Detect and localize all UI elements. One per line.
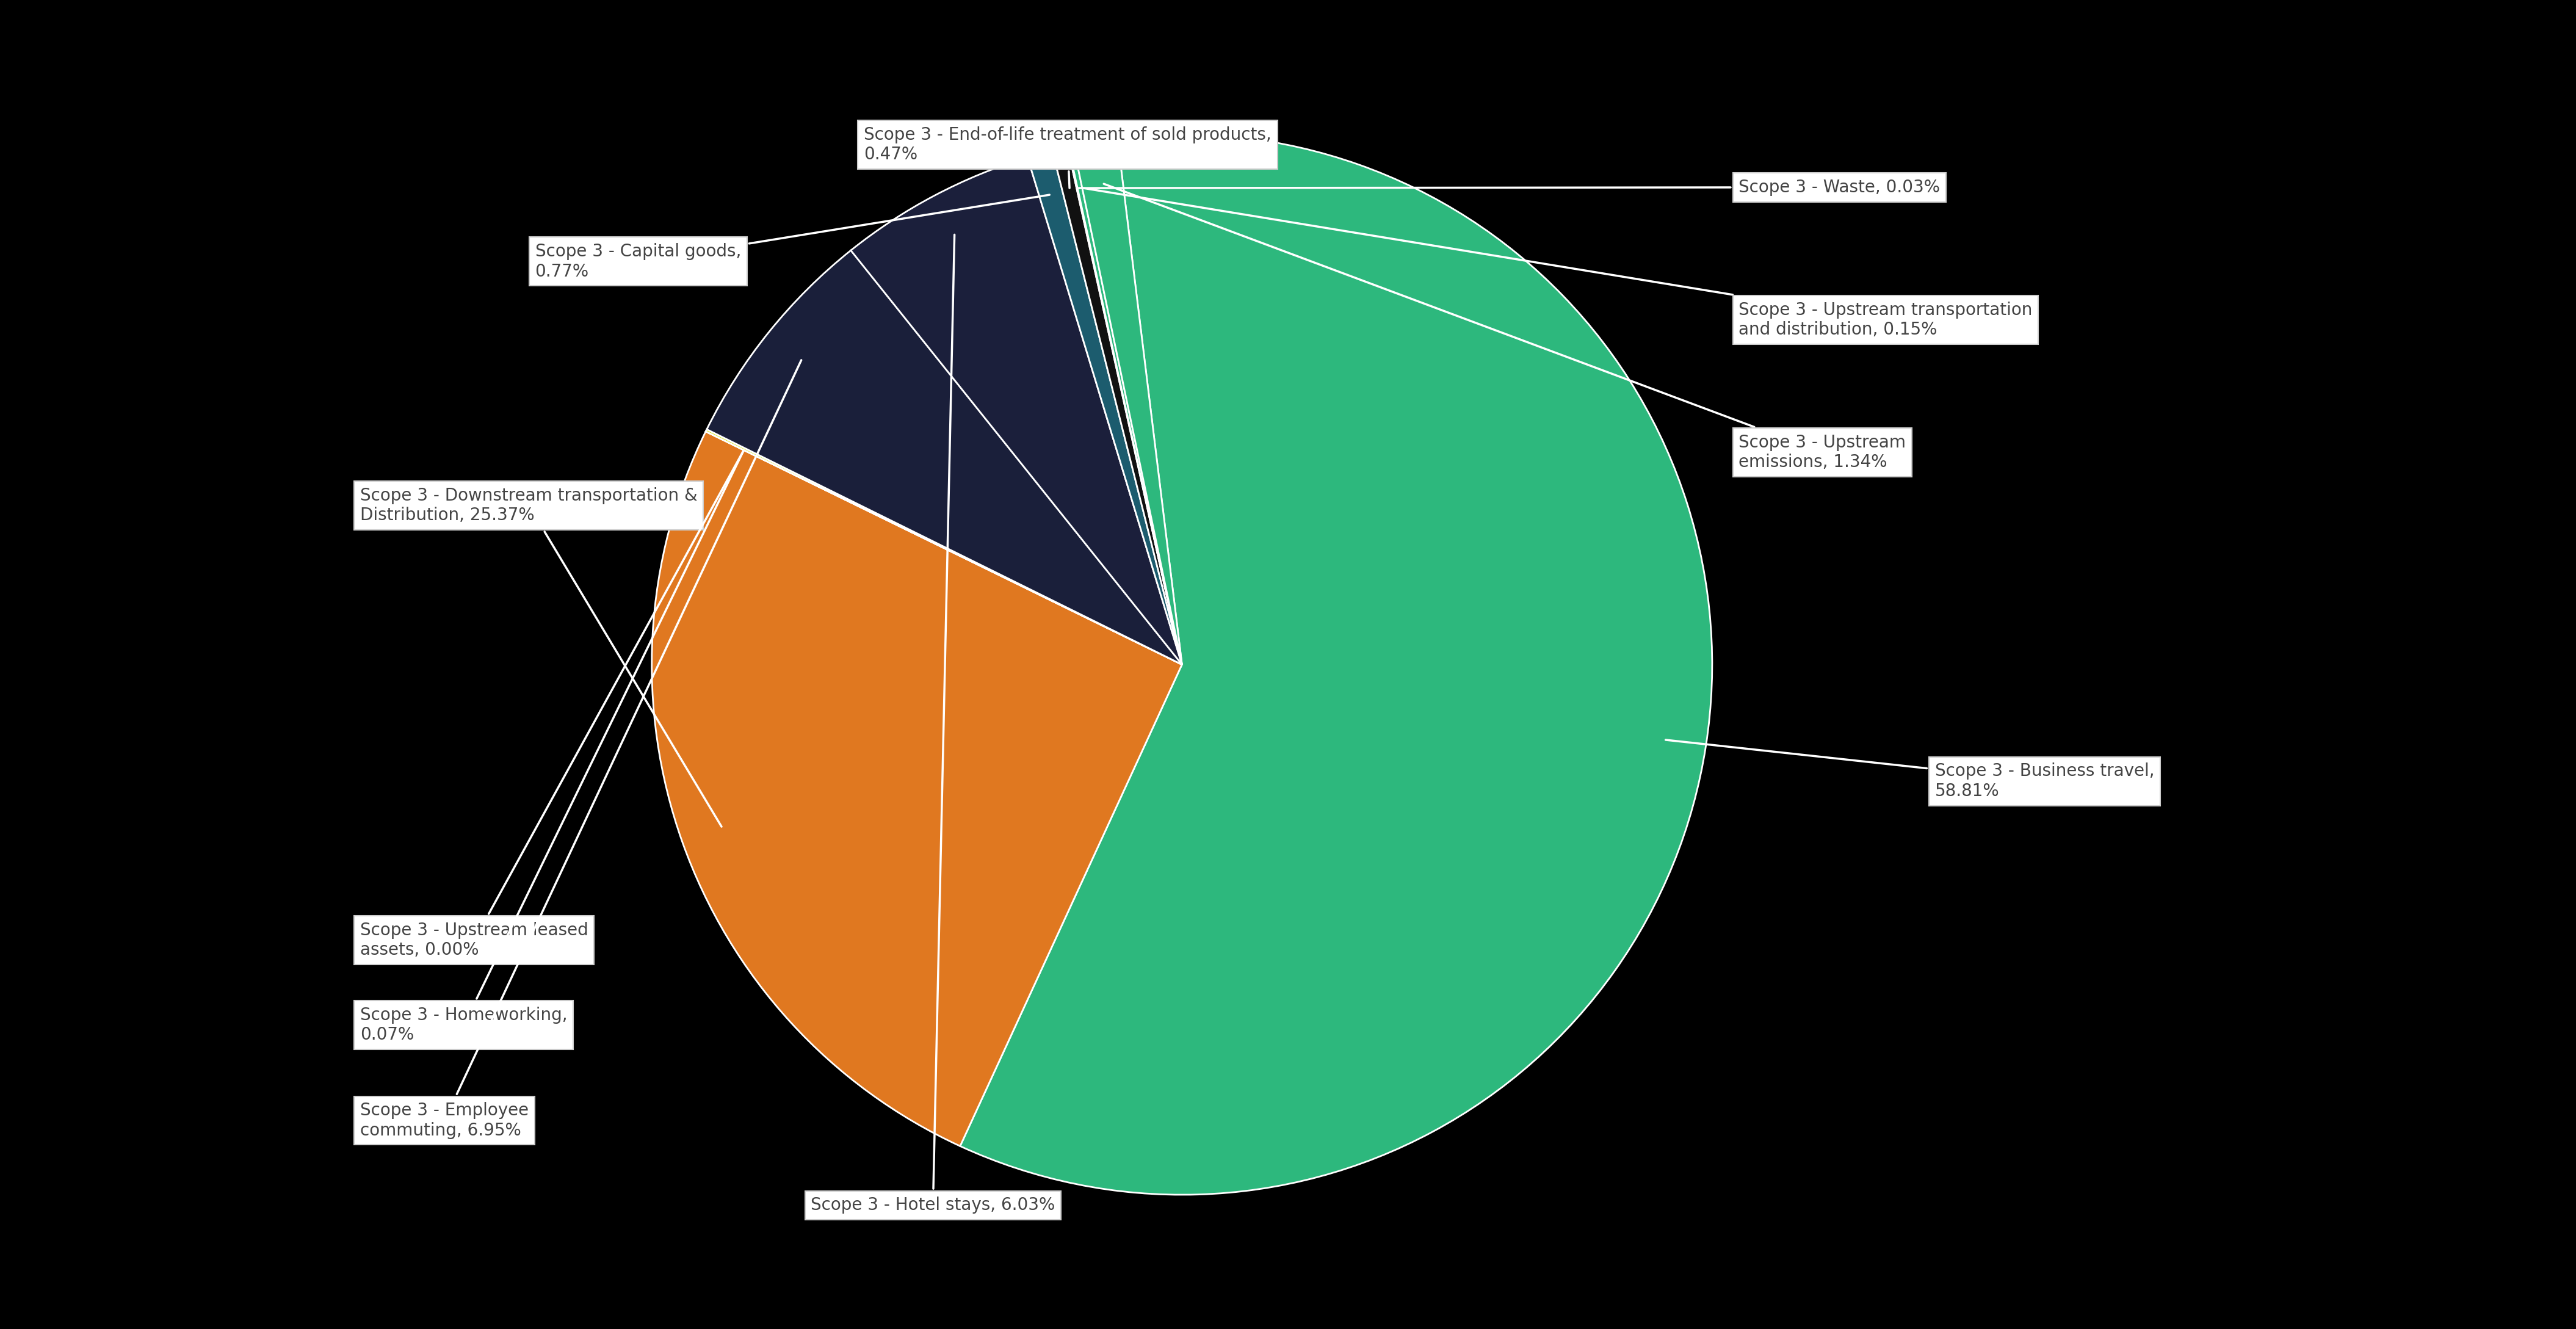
Text: Scope 3 - Upstream
emissions, 1.34%: Scope 3 - Upstream emissions, 1.34%	[1103, 183, 1906, 470]
Text: Scope 3 - Capital goods,
0.77%: Scope 3 - Capital goods, 0.77%	[536, 195, 1048, 280]
Text: Scope 3 - Hotel stays, 6.03%: Scope 3 - Hotel stays, 6.03%	[811, 235, 1056, 1213]
Wedge shape	[706, 250, 1182, 664]
Text: Scope 3 - Waste, 0.03%: Scope 3 - Waste, 0.03%	[1079, 178, 1940, 195]
Wedge shape	[706, 429, 1182, 664]
Text: Scope 3 - Upstream leased
assets, 0.00%: Scope 3 - Upstream leased assets, 0.00%	[361, 452, 742, 958]
Wedge shape	[850, 157, 1182, 664]
Text: Scope 3 - End-of-life treatment of sold products,
0.47%: Scope 3 - End-of-life treatment of sold …	[863, 126, 1273, 189]
Text: Scope 3 - Employee
commuting, 6.95%: Scope 3 - Employee commuting, 6.95%	[361, 360, 801, 1139]
Wedge shape	[1051, 146, 1182, 664]
Wedge shape	[1028, 150, 1182, 664]
Wedge shape	[1069, 145, 1182, 664]
Wedge shape	[1066, 146, 1182, 664]
Wedge shape	[1074, 138, 1182, 664]
Text: Scope 3 - Homeworking,
0.07%: Scope 3 - Homeworking, 0.07%	[361, 451, 744, 1043]
Text: Scope 3 - Downstream transportation &
Distribution, 25.37%: Scope 3 - Downstream transportation & Di…	[361, 486, 721, 827]
Wedge shape	[706, 432, 1182, 664]
Text: Scope 3 - Business travel,
58.81%: Scope 3 - Business travel, 58.81%	[1667, 740, 2154, 800]
Wedge shape	[652, 432, 1182, 1146]
Text: Scope 3 - Upstream transportation
and distribution, 0.15%: Scope 3 - Upstream transportation and di…	[1082, 187, 2032, 339]
Wedge shape	[961, 134, 1713, 1195]
